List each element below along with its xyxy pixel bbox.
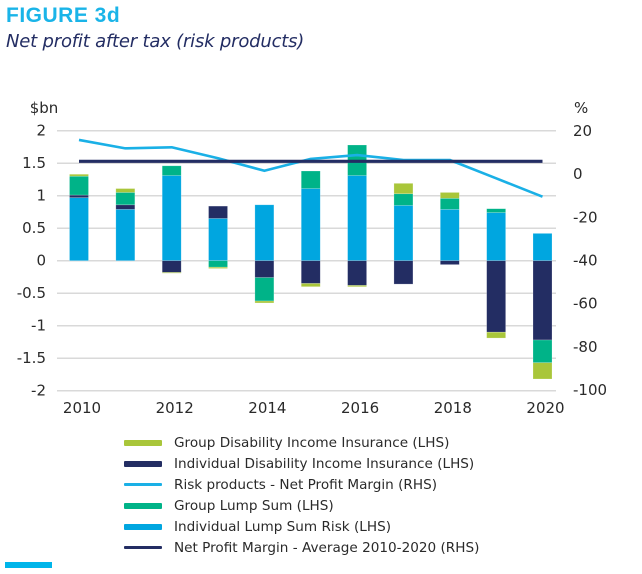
x-tick-label: 2014 xyxy=(248,399,286,417)
bar-segment xyxy=(115,204,136,210)
right-tick-label: -40 xyxy=(573,252,598,270)
net-profit-margin-line xyxy=(78,138,543,198)
bar-segment xyxy=(69,173,89,177)
bar-segment xyxy=(486,331,506,339)
bar-segment xyxy=(208,205,228,219)
legend-item: Group Disability Income Insurance (LHS) xyxy=(124,432,479,453)
bar-segment xyxy=(115,188,136,193)
bar-segment xyxy=(161,165,182,176)
x-tick-label: 2010 xyxy=(63,399,101,417)
right-tick-label: 20 xyxy=(573,122,592,140)
x-axis: 2010 2012 2014 2016 2018 2020 xyxy=(63,399,565,417)
x-tick-label: 2016 xyxy=(341,399,379,417)
bar-segment xyxy=(393,205,414,261)
left-tick-label: -1 xyxy=(31,317,46,335)
left-axis: $bn 2 1.5 1 0.5 0 -0.5 -1 -1.5 -2 xyxy=(17,99,59,400)
lines xyxy=(78,138,543,198)
bar-segment xyxy=(254,260,275,278)
legend-label: Group Lump Sum (LHS) xyxy=(174,497,334,514)
x-tick-label: 2012 xyxy=(156,399,194,417)
legend-label: Individual Disability Income Insurance (… xyxy=(174,455,475,472)
bar-segment xyxy=(161,175,182,262)
legend-item: Net Profit Margin - Average 2010-2020 (R… xyxy=(124,537,479,558)
bars xyxy=(69,144,553,380)
figure-label: FIGURE 3d xyxy=(6,4,121,27)
legend-label: Net Profit Margin - Average 2010-2020 (R… xyxy=(174,539,480,556)
legend-swatch xyxy=(124,483,162,486)
bar-segment xyxy=(254,277,275,302)
accent-bar xyxy=(5,562,52,568)
bar-segment xyxy=(486,212,506,262)
left-tick-label: 0.5 xyxy=(22,219,46,237)
bar-segment xyxy=(393,193,414,206)
right-axis-unit: % xyxy=(574,99,588,117)
chart: $bn 2 1.5 1 0.5 0 -0.5 -1 -1.5 -2 % 20 0 -20 -40 -60 -8… xyxy=(17,99,607,417)
bar-segment xyxy=(208,218,228,261)
bar-segment xyxy=(69,175,89,196)
bar-segment xyxy=(300,260,321,284)
legend-label: Group Disability Income Insurance (LHS) xyxy=(174,434,450,451)
left-tick-label: 1.5 xyxy=(22,154,46,172)
legend-swatch xyxy=(124,523,162,530)
bar-segment xyxy=(300,170,321,189)
bar-segment xyxy=(115,209,136,262)
bar-segment xyxy=(347,175,367,262)
bar-segment xyxy=(254,204,275,262)
bar-segment xyxy=(532,339,553,364)
bar-segment xyxy=(347,260,367,286)
bar-segment xyxy=(208,260,228,268)
legend-swatch xyxy=(124,546,162,549)
bar-segment xyxy=(486,208,506,213)
right-axis: % 20 0 -20 -40 -60 -80 -100 xyxy=(573,99,607,399)
gridlines xyxy=(57,129,556,392)
bar-segment xyxy=(161,260,182,273)
left-tick-label: 0 xyxy=(36,252,46,270)
legend-item: Individual Lump Sum Risk (LHS) xyxy=(124,516,479,537)
right-tick-label: -60 xyxy=(573,295,598,313)
bar-segment xyxy=(69,194,89,198)
legend-label: Risk products - Net Profit Margin (RHS) xyxy=(174,476,438,493)
bar-segment xyxy=(254,300,275,304)
figure-title: Net profit after tax (risk products) xyxy=(6,31,305,52)
left-tick-label: 2 xyxy=(36,122,46,140)
bar-segment xyxy=(439,192,460,199)
bar-segment xyxy=(532,260,553,341)
x-tick-label: 2018 xyxy=(434,399,472,417)
legend-label: Individual Lump Sum Risk (LHS) xyxy=(174,518,392,535)
bar-segment xyxy=(439,209,460,262)
right-tick-label: -80 xyxy=(573,338,598,356)
legend-item: Risk products - Net Profit Margin (RHS) xyxy=(124,474,479,495)
bar-segment xyxy=(532,233,553,261)
bar-segment xyxy=(115,192,136,206)
bar-segment xyxy=(300,188,321,262)
bar-segment xyxy=(532,362,553,380)
bar-segment xyxy=(486,260,506,333)
left-tick-label: 1 xyxy=(36,187,46,205)
right-tick-label: -20 xyxy=(573,208,598,226)
bar-segment xyxy=(300,283,321,288)
bar-segment xyxy=(69,197,89,261)
bar-segment xyxy=(393,183,414,195)
legend-item: Group Lump Sum (LHS) xyxy=(124,495,479,516)
bar-segment xyxy=(347,285,367,287)
left-axis-unit: $bn xyxy=(30,99,59,117)
left-tick-label: -1.5 xyxy=(17,349,46,367)
legend-item: Individual Disability Income Insurance (… xyxy=(124,453,479,474)
bar-segment xyxy=(208,266,228,269)
bar-segment xyxy=(393,260,414,285)
legend-swatch xyxy=(124,460,162,467)
legend: Group Disability Income Insurance (LHS) I… xyxy=(124,432,479,558)
right-tick-label: 0 xyxy=(573,165,583,183)
bar-segment xyxy=(439,198,460,210)
bar-segment xyxy=(161,272,182,274)
x-tick-label: 2020 xyxy=(526,399,564,417)
left-tick-label: -2 xyxy=(31,382,46,400)
legend-swatch xyxy=(124,439,162,446)
legend-swatch xyxy=(124,502,162,509)
right-tick-label: -100 xyxy=(573,381,607,399)
bar-segment xyxy=(439,260,460,265)
left-tick-label: -0.5 xyxy=(17,284,46,302)
